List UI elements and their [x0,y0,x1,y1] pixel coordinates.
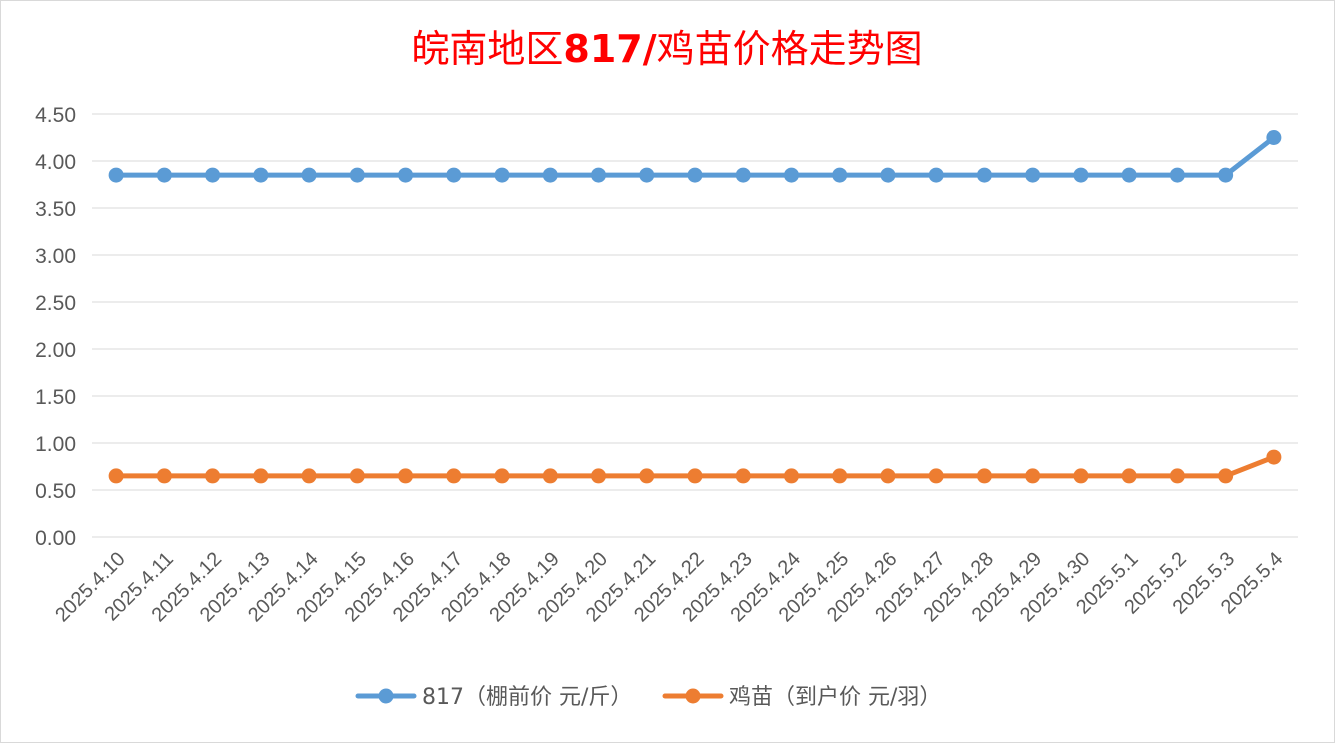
data-point [735,167,751,183]
chart-title-prefix: 皖南地区 [411,27,563,71]
data-point [1218,167,1234,183]
y-tick-label: 3.50 [35,198,76,221]
data-point [494,167,510,183]
y-tick-label: 4.00 [35,151,76,174]
chart-title-number: 817/ [563,27,656,71]
data-point [446,167,462,183]
data-point [928,468,944,484]
data-point [398,468,414,484]
chart-title-suffix: 鸡苗价格走势图 [657,27,923,71]
data-point [156,468,172,484]
data-point [1025,468,1041,484]
y-tick-label: 0.00 [35,527,76,550]
data-point [639,167,655,183]
y-tick-label: 2.50 [35,292,76,315]
data-point [783,167,799,183]
data-point [205,167,221,183]
data-point [108,468,124,484]
data-point [591,167,607,183]
legend-swatch-marker [378,688,394,704]
y-tick-label: 4.50 [35,104,76,127]
data-point [253,468,269,484]
data-point [398,167,414,183]
data-point [542,468,558,484]
legend: 817（棚前价 元/斤） 鸡苗（到户价 元/羽） [355,685,941,710]
data-point [494,468,510,484]
data-point [976,468,992,484]
data-point [349,167,365,183]
data-point [253,167,269,183]
data-point [880,167,896,183]
gridlines [92,113,1298,538]
data-point [301,468,317,484]
series-group [108,130,1282,484]
data-point [156,167,172,183]
data-point [687,167,703,183]
data-point [1025,167,1041,183]
data-point [446,468,462,484]
data-point [1169,167,1185,183]
data-point [205,468,221,484]
data-point [1266,449,1282,465]
legend-label: 鸡苗（到户价 元/羽） [729,685,941,710]
data-point [928,167,944,183]
data-point [349,468,365,484]
data-point [639,468,655,484]
data-point [1121,468,1137,484]
y-axis-ticks: 0.00 0.50 1.00 1.50 2.00 2.50 3.00 3.50 4.00 4.50 [35,104,76,550]
data-point [591,468,607,484]
data-point [832,167,848,183]
chart-title: 皖南地区817/鸡苗价格走势图 [411,27,922,71]
data-point [1073,468,1089,484]
data-point [880,468,896,484]
data-point [832,468,848,484]
data-point [783,468,799,484]
data-point [735,468,751,484]
y-tick-label: 3.00 [35,245,76,268]
data-point [1073,167,1089,183]
data-point [108,167,124,183]
legend-swatch-marker [685,688,701,704]
legend-label: 817（棚前价 元/斤） [422,685,632,710]
data-point [542,167,558,183]
y-tick-label: 1.50 [35,386,76,409]
y-tick-label: 2.00 [35,339,76,362]
data-point [1169,468,1185,484]
data-point [687,468,703,484]
data-point [976,167,992,183]
y-tick-label: 1.00 [35,433,76,456]
data-point [301,167,317,183]
data-point [1121,167,1137,183]
y-tick-label: 0.50 [35,480,76,503]
data-point [1218,468,1234,484]
data-point [1266,130,1282,145]
